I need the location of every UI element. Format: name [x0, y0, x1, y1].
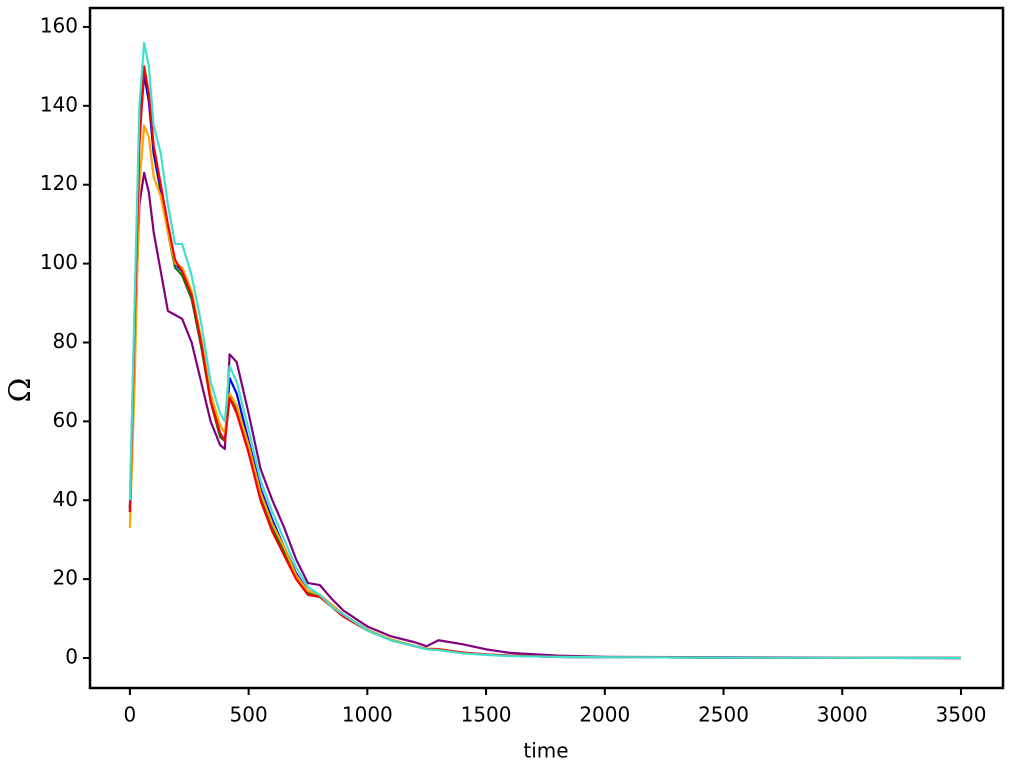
data-line: [128, 65, 961, 660]
x-tick-label: 1000: [342, 703, 393, 727]
x-tick-label: 2500: [698, 703, 749, 727]
x-tick-label: 1500: [461, 703, 512, 727]
y-tick-label: 160: [40, 13, 78, 37]
x-tick-label: 2000: [579, 703, 630, 727]
data-line: [128, 124, 961, 660]
x-axis-label: time: [523, 739, 568, 763]
y-tick-label: 100: [40, 250, 78, 274]
data-line: [128, 171, 961, 660]
x-tick-label: 0: [124, 703, 137, 727]
y-tick-label: 80: [53, 329, 78, 353]
y-tick-label: 20: [53, 566, 78, 590]
x-tick-label: 3500: [936, 703, 987, 727]
data-line: [128, 73, 961, 660]
x-tick-label: 3000: [817, 703, 868, 727]
y-tick-label: 40: [53, 487, 78, 511]
y-axis-label: Ω: [3, 378, 38, 403]
x-tick-label: 500: [230, 703, 268, 727]
y-tick-label: 140: [40, 92, 78, 116]
plot-frame: [88, 6, 1005, 690]
y-tick-label: 120: [40, 171, 78, 195]
data-line: [128, 41, 961, 660]
data-line: [128, 73, 961, 660]
y-tick-label: 60: [53, 408, 78, 432]
y-tick-label: 0: [65, 645, 78, 669]
